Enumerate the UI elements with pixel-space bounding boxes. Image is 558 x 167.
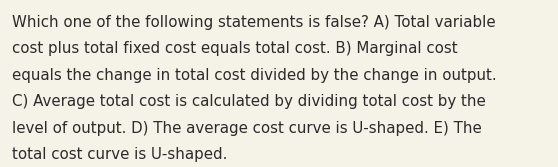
Text: C) Average total cost is calculated by dividing total cost by the: C) Average total cost is calculated by d… [12, 94, 486, 109]
Text: level of output. D) The average cost curve is U-shaped. E) The: level of output. D) The average cost cur… [12, 121, 482, 136]
Text: equals the change in total cost divided by the change in output.: equals the change in total cost divided … [12, 68, 497, 83]
Text: total cost curve is U-shaped.: total cost curve is U-shaped. [12, 147, 228, 162]
Text: Which one of the following statements is false? A) Total variable: Which one of the following statements is… [12, 15, 496, 30]
Text: cost plus total fixed cost equals total cost. B) Marginal cost: cost plus total fixed cost equals total … [12, 41, 458, 56]
